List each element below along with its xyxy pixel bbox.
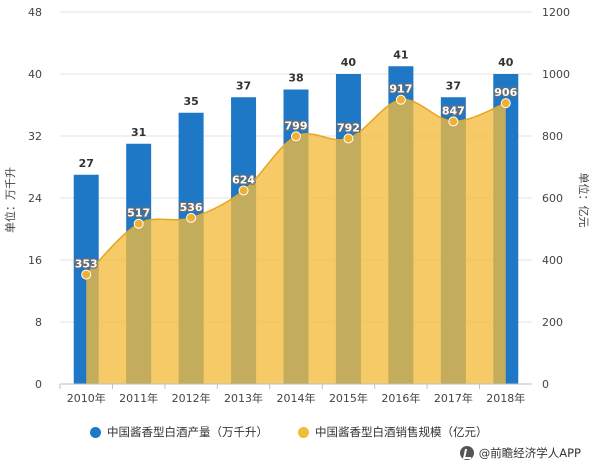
x-tick-label: 2014年 [277, 391, 316, 405]
legend-bar-marker [90, 426, 101, 438]
area-point [500, 98, 511, 109]
area-point [343, 133, 354, 144]
y-right-tick-label: 400 [542, 254, 563, 267]
x-tick-label: 2013年 [224, 391, 263, 405]
bar-value-label: 40 [341, 56, 357, 69]
area-value-label: 917 [389, 83, 412, 96]
legend-label-sales: 中国酱香型白酒销售规模（亿元） [315, 425, 488, 439]
bar-value-label: 35 [183, 95, 198, 108]
area-point [81, 269, 92, 280]
x-tick-label: 2016年 [381, 391, 420, 405]
x-tick-label: 2017年 [434, 391, 473, 405]
legend-label-production: 中国酱香型白酒产量（万千升） [107, 425, 268, 439]
bar-value-label: 41 [393, 48, 408, 61]
y-axis-right-title: 单位：亿元 [577, 173, 591, 228]
y-left-tick-label: 16 [28, 254, 42, 267]
area-fill [86, 99, 506, 384]
area-value-label: 517 [127, 207, 150, 220]
y-axis-left-title: 单位：万千升 [3, 167, 17, 233]
x-tick-label: 2012年 [172, 391, 211, 405]
y-right-tick-label: 1200 [542, 6, 570, 19]
x-tick-label: 2018年 [486, 391, 525, 405]
data-labels: 27 31 35 37 38 40 41 37 40 353 517 536 624 799 792 917 8… [74, 48, 519, 271]
area-value-label: 353 [75, 258, 98, 271]
x-tick-label: 2011年 [119, 391, 158, 405]
area-value-label: 847 [442, 104, 465, 117]
source-footer: @前瞻经济学人APP [459, 445, 581, 461]
area-value-label: 799 [285, 119, 308, 132]
area-value-label: 536 [180, 201, 203, 214]
y-right-tick-label: 1000 [542, 68, 570, 81]
y-right-tick-label: 0 [542, 378, 549, 391]
area-point [395, 94, 406, 105]
area-series [81, 94, 511, 384]
y-left-tick-label: 32 [28, 130, 42, 143]
bar-value-label: 37 [446, 79, 461, 92]
legend-item-production: 中国酱香型白酒产量（万千升） [90, 424, 268, 440]
bar-value-label: 27 [79, 157, 94, 170]
axes: 0 0 8 200 16 400 24 600 32 800 40 1000 48 1200 2010年 20… [28, 6, 570, 405]
bar-value-label: 31 [131, 126, 146, 139]
area-point [186, 212, 197, 223]
y-left-tick-label: 0 [35, 378, 42, 391]
chart-canvas: 0 0 8 200 16 400 24 600 32 800 40 1000 48 1200 2010年 20… [3, 6, 591, 405]
x-tick-label: 2010年 [67, 391, 106, 405]
bar-value-label: 38 [288, 72, 303, 85]
area-point [448, 116, 459, 127]
y-left-tick-label: 8 [35, 316, 42, 329]
legend-area-marker [298, 426, 309, 438]
y-right-tick-label: 800 [542, 130, 563, 143]
brand-logo-icon [459, 446, 474, 460]
bar-value-label: 40 [498, 56, 514, 69]
legend-item-sales: 中国酱香型白酒销售规模（亿元） [298, 424, 488, 440]
area-value-label: 624 [232, 174, 255, 187]
y-left-tick-label: 24 [28, 192, 42, 205]
x-tick-label: 2015年 [329, 391, 368, 405]
area-point [238, 185, 249, 196]
area-value-label: 792 [337, 121, 360, 134]
legend: 中国酱香型白酒产量（万千升） 中国酱香型白酒销售规模（亿元） [90, 424, 488, 440]
y-left-tick-label: 40 [28, 68, 42, 81]
y-left-tick-label: 48 [28, 6, 42, 19]
y-right-tick-label: 200 [542, 316, 563, 329]
source-text: @前瞻经济学人APP [478, 446, 581, 460]
area-point [291, 131, 301, 142]
bar-value-label: 37 [236, 79, 251, 92]
area-value-label: 906 [494, 86, 517, 99]
y-right-tick-label: 600 [542, 192, 563, 205]
area-point [133, 218, 144, 229]
